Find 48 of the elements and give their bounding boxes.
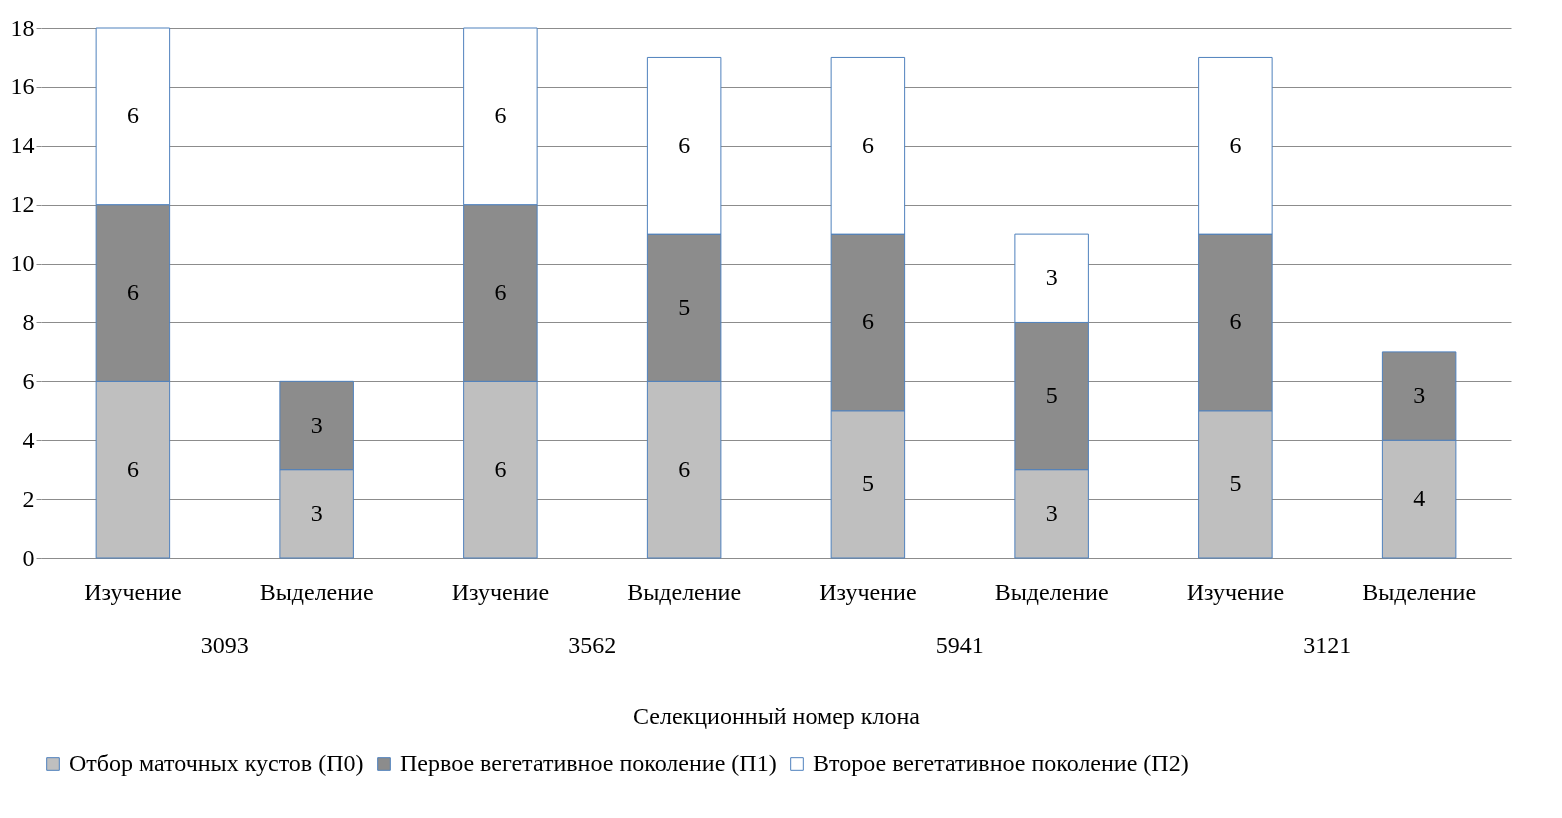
data-label: 5 <box>1045 382 1058 409</box>
y-tick-label: 8 <box>22 308 35 335</box>
y-tick-label: 4 <box>22 426 35 453</box>
y-tick-label: 2 <box>22 485 35 512</box>
text: 3121 <box>1303 632 1352 658</box>
data-label: 4 <box>1413 485 1426 512</box>
data-label: 6 <box>494 279 507 305</box>
y-tick-label: 10 <box>10 250 35 277</box>
data-label: 6 <box>1229 131 1242 158</box>
x-tick-label: Изучение <box>1186 578 1285 605</box>
legend-label: Первое вегетативное поколение (П1) <box>400 750 777 776</box>
x-tick-label: Выделение <box>627 578 742 605</box>
legend-label: Второе вегетативное поколение (П2) <box>813 750 1189 776</box>
x-tick-label: Выделение <box>1362 578 1477 605</box>
data-label: 3 <box>310 499 323 526</box>
data-label: 6 <box>861 131 874 158</box>
data-label: 3 <box>310 411 323 438</box>
data-label: 6 <box>494 455 507 482</box>
data-label: 6 <box>861 308 874 335</box>
data-label: 6 <box>126 102 139 129</box>
data-label: 3 <box>1045 499 1058 526</box>
data-label: 3 <box>1045 264 1058 291</box>
data-label: 5 <box>1229 470 1242 497</box>
y-tick-label: 18 <box>10 14 35 41</box>
text: 5941 <box>935 632 984 658</box>
y-tick-label: 12 <box>10 191 35 218</box>
x-tick-label: Изучение <box>84 578 182 605</box>
data-label: 6 <box>126 279 139 305</box>
y-tick-label: 6 <box>22 367 35 394</box>
text: 3093 <box>200 632 249 658</box>
y-tick-label: 0 <box>22 544 35 571</box>
x-tick-label: Выделение <box>259 578 374 605</box>
text: 3562 <box>568 632 617 658</box>
data-label: 6 <box>494 102 507 129</box>
y-tick-label: 14 <box>10 132 35 159</box>
x-tick-label: Выделение <box>994 578 1109 605</box>
data-label: 5 <box>678 293 691 320</box>
data-label: 6 <box>1229 308 1242 335</box>
data-label: 3 <box>1413 382 1426 409</box>
x-axis-title: Селекционный номер клона <box>633 702 921 729</box>
x-tick-label: Изучение <box>451 578 550 605</box>
data-label: 5 <box>861 470 874 497</box>
data-label: 6 <box>678 455 691 482</box>
x-tick-label: Изучение <box>819 578 917 605</box>
data-label: 6 <box>126 455 139 482</box>
y-tick-label: 16 <box>10 73 35 100</box>
legend-label: Отбор маточных кустов (П0) <box>69 750 364 776</box>
data-label: 6 <box>678 131 691 158</box>
